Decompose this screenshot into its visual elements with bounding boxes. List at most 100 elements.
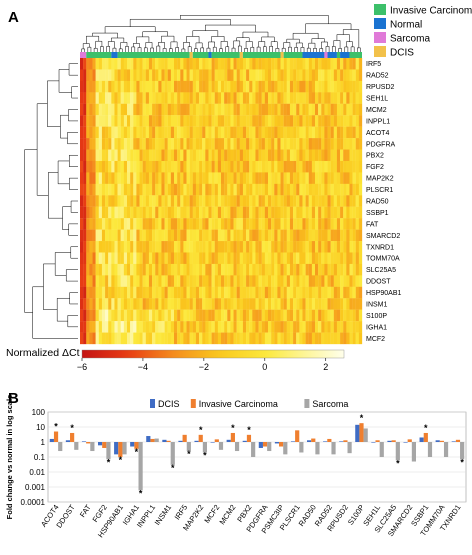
heatmap-cell: [183, 218, 187, 230]
heatmap-cell: [183, 229, 187, 242]
heatmap-cell: [195, 206, 200, 219]
heatmap-cell: [136, 309, 140, 322]
heatmap-cell: [321, 321, 325, 333]
panel-a-label: A: [8, 9, 19, 26]
heatmap-cell: [264, 103, 269, 116]
heatmap-cell: [136, 172, 140, 184]
heatmap-cell: [355, 126, 360, 139]
heatmap-cell: [80, 298, 84, 310]
bar: [230, 432, 235, 442]
heatmap-cell: [199, 126, 203, 139]
heatmap-cell: [255, 172, 259, 184]
heatmap-cell: [311, 69, 316, 82]
heatmap-cell: [186, 138, 190, 150]
sample-group-bar: [80, 52, 362, 58]
heatmap-cell: [139, 149, 143, 162]
heatmap-cell: [183, 149, 187, 162]
heatmap-cell: [111, 126, 115, 139]
heatmap-cell: [249, 206, 253, 219]
heatmap-cell: [333, 115, 338, 127]
heatmap-cell: [340, 309, 344, 322]
significance-marker: *: [54, 422, 58, 432]
heatmap-cell: [108, 298, 112, 310]
heatmap-cell: [280, 252, 284, 265]
heatmap-cell: [233, 298, 237, 310]
heatmap-cell: [214, 69, 219, 82]
heatmap-cell: [321, 160, 325, 173]
heatmap-cell: [183, 183, 187, 196]
heatmap-cell: [120, 149, 125, 162]
heatmap-cell: [117, 252, 121, 265]
heatmap-cell: [227, 103, 231, 116]
heatmap-cell: [152, 80, 156, 93]
heatmap-cell: [349, 321, 353, 333]
heatmap-cell: [308, 229, 313, 242]
heatmap-cell: [352, 229, 356, 242]
heatmap-cell: [208, 126, 212, 139]
heatmap-cell: [315, 321, 319, 333]
heatmap-cell: [324, 229, 328, 242]
heatmap-cell: [299, 92, 303, 104]
heatmap-cell: [89, 58, 93, 70]
heatmap-cell: [174, 160, 178, 173]
heatmap-cell: [318, 229, 322, 242]
heatmap-cell: [111, 286, 115, 299]
heatmap-cell: [311, 321, 316, 333]
heatmap-cell: [336, 149, 341, 162]
heatmap-cell: [127, 103, 131, 116]
heatmap-cell: [89, 229, 93, 242]
heatmap-cell: [289, 172, 294, 184]
heatmap-cell: [340, 103, 344, 116]
heatmap-cell: [358, 172, 363, 184]
heatmap-cell: [133, 115, 137, 127]
heatmap-cell: [123, 309, 128, 322]
heatmap-cell: [321, 309, 325, 322]
heatmap-cell: [214, 332, 219, 345]
heatmap-cell: [336, 126, 341, 139]
heatmap-cell: [158, 321, 162, 333]
gene-label: MCM2: [366, 107, 387, 114]
heatmap-cell: [311, 80, 316, 93]
heatmap-cell: [349, 149, 353, 162]
heatmap-cell: [89, 138, 93, 150]
heatmap-cell: [205, 332, 209, 345]
heatmap-cell: [258, 252, 262, 265]
heatmap-cell: [280, 229, 284, 242]
heatmap-cell: [221, 149, 225, 162]
heatmap-cell: [315, 286, 319, 299]
heatmap-cell: [271, 252, 275, 265]
heatmap-cell: [258, 286, 262, 299]
heatmap-cell: [324, 332, 328, 345]
heatmap-cell: [120, 183, 125, 196]
heatmap-cell: [148, 286, 153, 299]
heatmap-cell: [83, 58, 87, 70]
heatmap-cell: [302, 103, 306, 116]
bar: [315, 442, 320, 455]
heatmap-cell: [183, 80, 187, 93]
heatmap-cell: [111, 263, 115, 276]
heatmap-cell: [355, 183, 360, 196]
heatmap-cell: [358, 195, 363, 207]
heatmap-cell: [286, 126, 291, 139]
heatmap-cell: [330, 138, 334, 150]
heatmap-cell: [80, 172, 84, 184]
heatmap-cell: [327, 275, 331, 287]
heatmap-cell: [289, 69, 294, 82]
heatmap-cell: [274, 138, 278, 150]
heatmap-cell: [296, 126, 300, 139]
heatmap-cell: [148, 218, 153, 230]
heatmap-cell: [268, 138, 272, 150]
heatmap-cell: [177, 229, 181, 242]
heatmap-cell: [330, 149, 334, 162]
heatmap-cell: [258, 183, 262, 196]
heatmap-cell: [186, 103, 190, 116]
heatmap-cell: [315, 195, 319, 207]
heatmap-cell: [242, 172, 247, 184]
heatmap-cell: [95, 92, 99, 104]
heatmap-cell: [89, 103, 93, 116]
heatmap-cell: [142, 263, 146, 276]
heatmap-cell: [346, 172, 350, 184]
heatmap-cell: [183, 332, 187, 345]
heatmap-cell: [136, 115, 140, 127]
heatmap-cell: [283, 321, 287, 333]
